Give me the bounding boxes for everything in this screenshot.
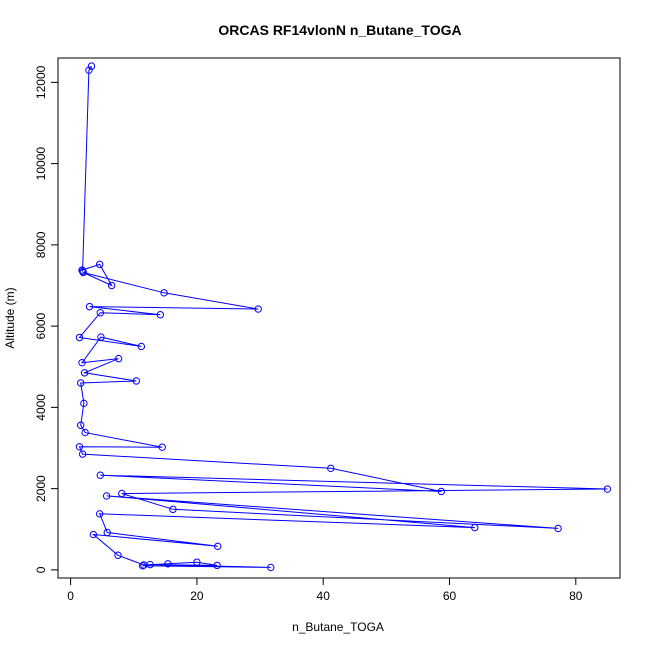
y-axis: 0 2000 4000 6000 8000 10000 12000 — [34, 65, 59, 573]
data-point — [75, 443, 84, 451]
data-point — [132, 377, 141, 385]
y-tick-label: 4000 — [34, 394, 48, 421]
data-point — [214, 542, 222, 551]
data-point — [77, 379, 85, 387]
y-tick-label: 12000 — [34, 65, 48, 99]
series-group — [75, 62, 612, 572]
data-point — [213, 561, 221, 570]
y-tick-label: 2000 — [34, 475, 48, 502]
y-tick-label: 8000 — [34, 231, 48, 258]
x-tick-label: 20 — [190, 589, 204, 603]
data-point — [118, 489, 126, 498]
data-point — [80, 399, 88, 408]
data-point — [193, 558, 201, 566]
chart-title: ORCAS RF14vlonN n_Butane_TOGA — [218, 22, 461, 38]
y-tick-label: 10000 — [34, 147, 48, 181]
data-point — [267, 563, 275, 572]
data-point — [89, 530, 98, 539]
data-point — [107, 281, 116, 290]
data-point — [254, 305, 262, 313]
data-point — [138, 562, 147, 570]
data-point — [114, 354, 123, 363]
data-point — [164, 560, 172, 568]
data-point — [96, 471, 105, 479]
data-point — [75, 333, 84, 342]
data-point — [80, 369, 89, 377]
data-point — [78, 358, 86, 367]
data-point — [160, 289, 168, 297]
data-point — [146, 560, 154, 569]
data-point — [95, 260, 104, 269]
data-point — [78, 450, 87, 458]
y-tick-label: 6000 — [34, 312, 48, 339]
x-axis: 0 20 40 60 80 — [67, 577, 583, 603]
x-axis-label: n_Butane_TOGA — [292, 620, 384, 634]
data-point — [437, 487, 445, 496]
data-point — [79, 268, 87, 277]
data-point — [114, 551, 122, 559]
x-tick-label: 80 — [569, 589, 583, 603]
series-line — [78, 65, 608, 568]
data-point — [327, 464, 335, 473]
data-point — [97, 333, 105, 341]
data-point — [169, 505, 177, 514]
data-point — [87, 62, 96, 70]
data-point — [85, 302, 94, 311]
data-point — [156, 311, 164, 319]
data-point — [603, 485, 612, 493]
data-point — [103, 528, 111, 537]
x-tick-label: 60 — [443, 589, 457, 603]
data-point — [102, 492, 111, 500]
plot-area: 0 20 40 60 80 0 2000 4000 6000 8000 10000 12000 — [34, 57, 621, 603]
data-point — [137, 342, 146, 351]
data-point — [158, 443, 166, 451]
data-point — [85, 66, 93, 74]
y-axis-label: Altitude (m) — [3, 287, 17, 348]
data-point — [471, 523, 479, 532]
x-tick-label: 0 — [67, 589, 74, 603]
data-point — [81, 428, 89, 437]
data-point — [95, 510, 104, 518]
data-point — [554, 524, 562, 533]
data-point — [77, 421, 85, 429]
y-tick-label: 0 — [34, 566, 48, 573]
x-tick-label: 40 — [317, 589, 331, 603]
data-point — [96, 309, 105, 317]
